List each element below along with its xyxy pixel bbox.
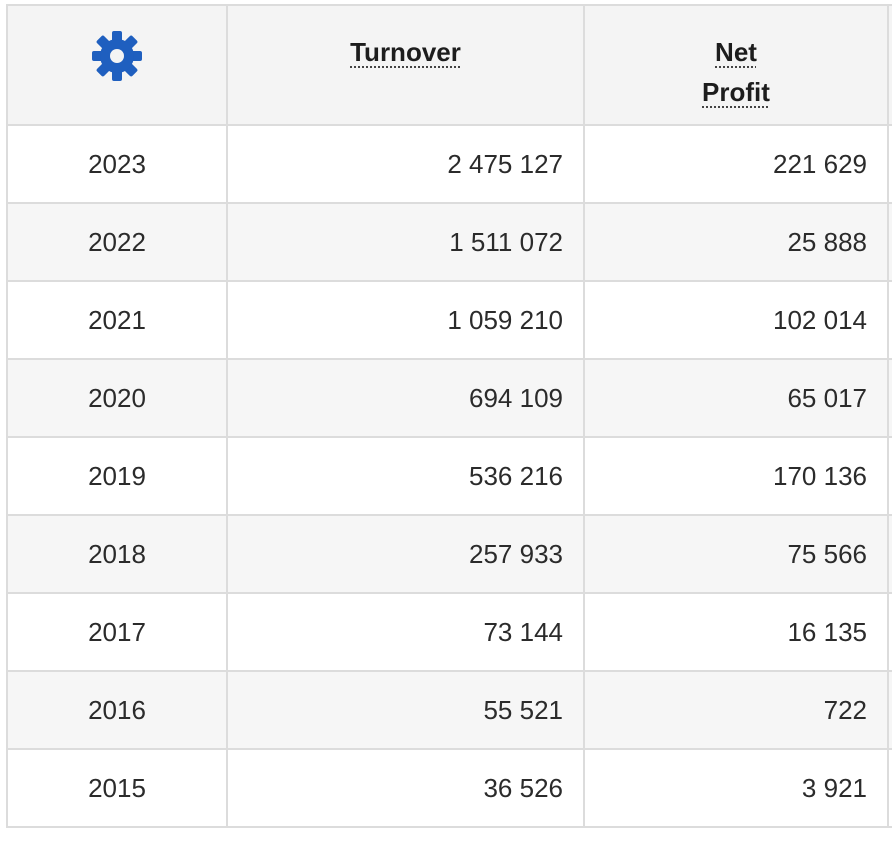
table-row: 2020 694 109 65 017 <box>6 358 892 438</box>
turnover-cell: 55 521 <box>226 670 585 750</box>
table-row: 2018 257 933 75 566 <box>6 514 892 594</box>
financials-table-container: Turnover Net Profit 2023 2 475 127 221 629… <box>6 4 892 844</box>
year-cell: 2015 <box>6 748 228 828</box>
extra-cell <box>887 748 892 828</box>
year-cell: 2023 <box>6 124 228 204</box>
turnover-cell: 1 511 072 <box>226 202 585 282</box>
table-header: Turnover Net Profit <box>6 4 892 126</box>
net-profit-cell: 722 <box>583 670 889 750</box>
turnover-cell: 1 059 210 <box>226 280 585 360</box>
extra-cell <box>887 358 892 438</box>
table-row: 2016 55 521 722 <box>6 670 892 750</box>
table-row: 2019 536 216 170 136 <box>6 436 892 516</box>
extra-cell <box>887 202 892 282</box>
table-row: 2015 36 526 3 921 <box>6 748 892 828</box>
turnover-cell: 2 475 127 <box>226 124 585 204</box>
year-cell: 2016 <box>6 670 228 750</box>
turnover-cell: 257 933 <box>226 514 585 594</box>
header-row: Turnover Net Profit <box>6 4 892 126</box>
net-profit-cell: 3 921 <box>583 748 889 828</box>
extra-cell <box>887 670 892 750</box>
turnover-cell: 536 216 <box>226 436 585 516</box>
table-row: 2023 2 475 127 221 629 <box>6 124 892 204</box>
net-profit-cell: 102 014 <box>583 280 889 360</box>
year-cell: 2022 <box>6 202 228 282</box>
net-profit-cell: 75 566 <box>583 514 889 594</box>
extra-cell <box>887 436 892 516</box>
net-profit-column-header[interactable]: Net Profit <box>583 4 889 126</box>
net-profit-cell: 170 136 <box>583 436 889 516</box>
table-body: 2023 2 475 127 221 629 2022 1 511 072 25 888 2… <box>6 124 892 828</box>
extra-cell <box>887 514 892 594</box>
turnover-column-header[interactable]: Turnover <box>226 4 585 126</box>
table-row: 2017 73 144 16 135 <box>6 592 892 672</box>
extra-column-header <box>887 4 892 126</box>
net-profit-cell: 16 135 <box>583 592 889 672</box>
turnover-cell: 73 144 <box>226 592 585 672</box>
table-row: 2021 1 059 210 102 014 <box>6 280 892 360</box>
settings-header-cell <box>6 4 228 126</box>
extra-cell <box>887 280 892 360</box>
extra-cell <box>887 592 892 672</box>
net-profit-cell: 65 017 <box>583 358 889 438</box>
financials-table: Turnover Net Profit 2023 2 475 127 221 629… <box>6 4 892 828</box>
settings-button[interactable] <box>91 30 143 82</box>
net-profit-cell: 221 629 <box>583 124 889 204</box>
table-row: 2022 1 511 072 25 888 <box>6 202 892 282</box>
turnover-header-label[interactable]: Turnover <box>350 37 461 67</box>
extra-cell <box>887 124 892 204</box>
net-profit-cell: 25 888 <box>583 202 889 282</box>
year-cell: 2021 <box>6 280 228 360</box>
year-cell: 2019 <box>6 436 228 516</box>
year-cell: 2017 <box>6 592 228 672</box>
year-cell: 2018 <box>6 514 228 594</box>
turnover-cell: 694 109 <box>226 358 585 438</box>
turnover-cell: 36 526 <box>226 748 585 828</box>
gear-icon <box>92 31 142 81</box>
net-profit-header-label[interactable]: Net Profit <box>702 37 770 107</box>
year-cell: 2020 <box>6 358 228 438</box>
